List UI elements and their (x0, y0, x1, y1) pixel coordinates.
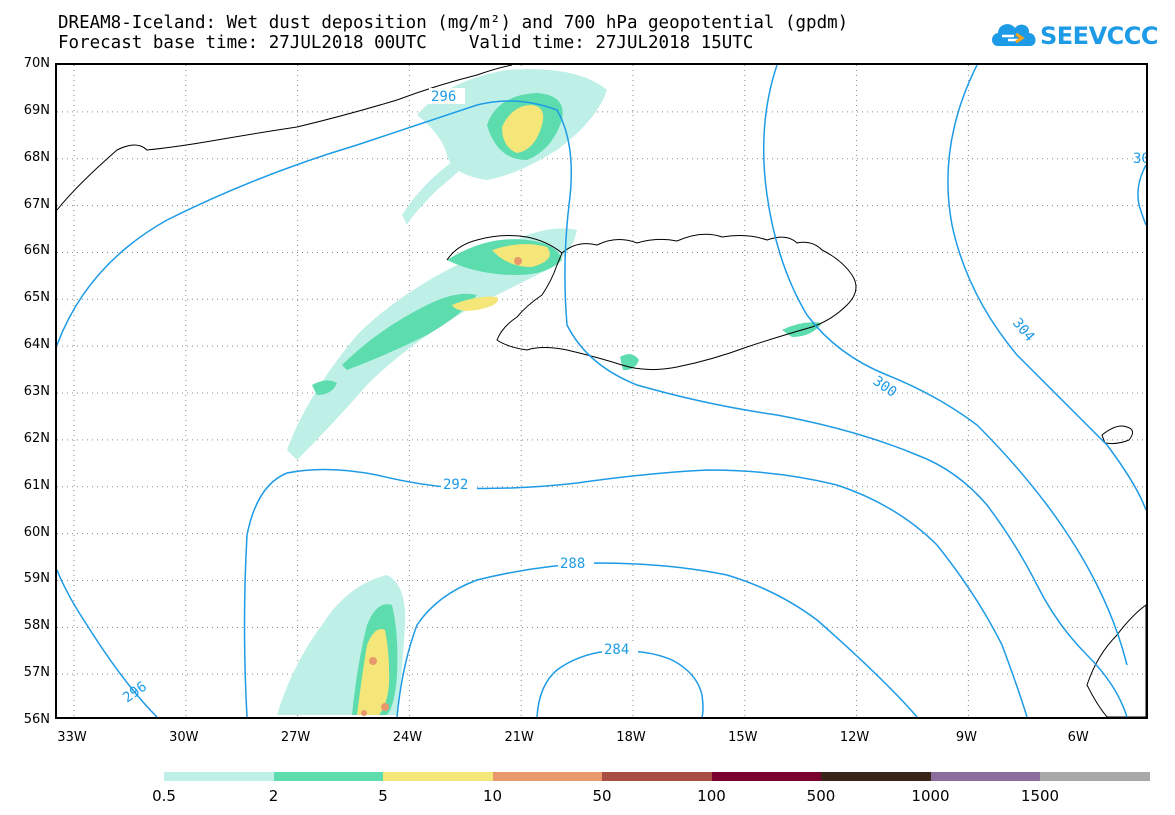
longitude-label: 15W (728, 730, 758, 745)
dust-westfjords-hotspot (514, 257, 522, 265)
legend-swatch (164, 772, 274, 781)
dust-west-patch (312, 380, 337, 395)
legend-swatch (1040, 772, 1150, 781)
longitude-label: 27W (280, 730, 311, 745)
latitude-label: 61N (23, 477, 50, 493)
dust-snaefellsnes (452, 296, 498, 311)
dust-westfjords-core (492, 244, 550, 267)
longitude-label: 24W (392, 730, 423, 745)
dust-plume-south-hotspot3 (361, 710, 367, 716)
longitude-label: 12W (839, 730, 870, 745)
contour-296-west (57, 100, 1128, 717)
longitude-label: 33W (57, 730, 87, 745)
latitude-label: 62N (23, 430, 50, 446)
latitude-label: 68N (23, 149, 50, 165)
forecast-time-line: Forecast base time: 27JUL2018 00UTC Vali… (58, 33, 754, 53)
longitude-label: 6W (1067, 730, 1089, 745)
contour-label: 284 (604, 642, 629, 658)
legend-label: 2 (268, 787, 279, 805)
iceland-coast (496, 233, 857, 371)
legend-label: 1000 (911, 787, 950, 805)
dust-south-coast (620, 354, 639, 371)
legend-swatch (821, 772, 931, 781)
legend-swatch (492, 772, 603, 781)
latitude-label: 69N (23, 102, 50, 118)
contour-label: 296 (431, 89, 456, 105)
dust-plume-south-hotspot2 (381, 703, 389, 711)
dust-streak-northwest (402, 145, 478, 225)
longitude-label: 18W (616, 730, 646, 745)
legend-swatch (383, 772, 493, 781)
coastlines (57, 65, 1146, 717)
latitude-label: 64N (23, 337, 50, 353)
contour-304 (947, 65, 1146, 511)
scotland-coast (1086, 604, 1146, 717)
dust-plume-westfjords (287, 228, 577, 460)
gridlines (57, 65, 1146, 717)
contour-288 (396, 562, 918, 717)
legend-label: 1500 (1020, 787, 1060, 805)
legend-label: 100 (697, 787, 726, 805)
contour-296-southwest (57, 569, 158, 717)
legend-label: 0.5 (152, 787, 176, 805)
geopotential-contours (57, 65, 1146, 717)
legend-swatch (711, 772, 822, 781)
latitude-label: 67N (23, 196, 50, 212)
contour-292 (243, 468, 1028, 717)
latitude-label: 65N (23, 290, 50, 306)
map-panel: 296 292 288 284 296 300 304 30 (55, 63, 1148, 719)
contour-300 (762, 65, 1128, 666)
greenland-coast (57, 65, 513, 211)
contour-284 (536, 649, 704, 717)
legend-label: 50 (592, 787, 612, 805)
logo-text: SEEVCCC (1040, 22, 1159, 50)
legend-label: 500 (806, 787, 836, 805)
dust-plume-north-level3 (502, 105, 544, 153)
contour-label: 300 (870, 373, 900, 401)
latitude-label: 58N (23, 618, 50, 634)
longitude-label: 30W (169, 730, 199, 745)
legend-swatch (273, 772, 384, 781)
dust-plume-south-hotspot1 (369, 657, 377, 665)
latitude-label: 60N (23, 524, 50, 540)
contour-label: 288 (560, 556, 585, 572)
faroe-islands (1101, 425, 1133, 445)
map-title: DREAM8-Iceland: Wet dust deposition (mg/… (58, 13, 849, 33)
westfjords-coast (446, 235, 563, 261)
map-canvas: 296 292 288 284 296 300 304 30 (57, 65, 1146, 717)
latitude-label: 56N (23, 712, 50, 728)
latitude-label: 66N (23, 243, 50, 259)
latitude-label: 63N (23, 384, 50, 400)
longitude-label: 9W (955, 730, 977, 745)
dust-deposition-field (277, 69, 822, 716)
seevccc-logo: SEEVCCC (988, 16, 1159, 56)
dust-plume-south-level3 (357, 629, 390, 715)
contour-label: 304 (1009, 315, 1038, 345)
legend-swatch (930, 772, 1041, 781)
contour-label: 296 (120, 679, 150, 707)
longitude-label: 21W (504, 730, 534, 745)
latitude-label: 70N (23, 56, 50, 71)
legend-swatch (602, 772, 712, 781)
latitude-label: 57N (23, 665, 50, 681)
cloud-icon (992, 24, 1036, 46)
latitude-label: 59N (23, 571, 50, 587)
legend-label: 5 (378, 787, 388, 805)
dust-band-westfjords-level2 (342, 293, 477, 370)
contour-308 (1137, 164, 1146, 226)
legend-label: 10 (482, 787, 503, 805)
contour-label: 30 (1133, 151, 1146, 167)
contour-label: 292 (443, 477, 468, 493)
